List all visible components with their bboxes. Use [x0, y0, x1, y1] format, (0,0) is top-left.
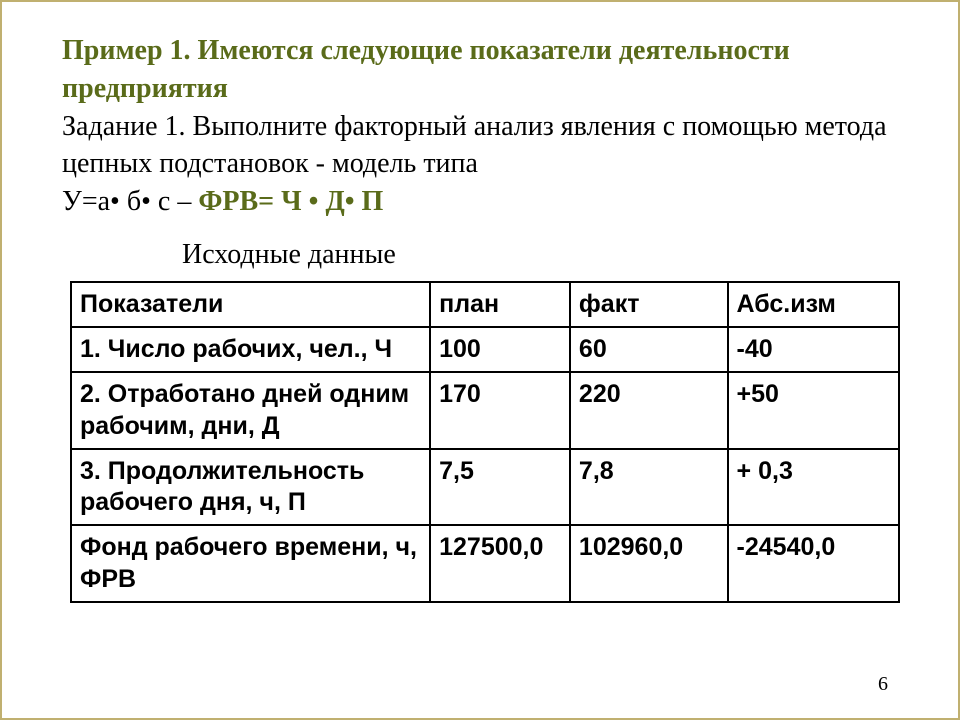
table-row: 2. Отработано дней одним рабочим, дни, Д… [71, 372, 899, 449]
data-table: Показатели план факт Абс.изм 1. Число ра… [70, 281, 900, 603]
heading-line2: Задание 1. Выполните факторный анализ яв… [62, 111, 887, 180]
page-number: 6 [878, 673, 888, 696]
cell: 102960,0 [570, 525, 728, 602]
cell: -40 [728, 327, 899, 372]
heading-block: Пример 1. Имеются следующие показатели д… [62, 32, 898, 221]
table-row: 1. Число рабочих, чел., Ч 100 60 -40 [71, 327, 899, 372]
slide-frame: Пример 1. Имеются следующие показатели д… [0, 0, 960, 720]
cell: 3. Продолжительность рабочего дня, ч, П [71, 449, 430, 526]
cell: Фонд рабочего времени, ч, ФРВ [71, 525, 430, 602]
cell: 100 [430, 327, 570, 372]
col-header-3: Абс.изм [728, 282, 899, 327]
cell: 170 [430, 372, 570, 449]
cell: 2. Отработано дней одним рабочим, дни, Д [71, 372, 430, 449]
col-header-1: план [430, 282, 570, 327]
col-header-0: Показатели [71, 282, 430, 327]
cell: + 0,3 [728, 449, 899, 526]
table-row: Фонд рабочего времени, ч, ФРВ 127500,0 1… [71, 525, 899, 602]
cell: 127500,0 [430, 525, 570, 602]
heading-line3a: У=а• б• с – [62, 186, 198, 217]
subtitle: Исходные данные [62, 239, 898, 271]
cell: -24540,0 [728, 525, 899, 602]
col-header-2: факт [570, 282, 728, 327]
cell: 7,8 [570, 449, 728, 526]
cell: 220 [570, 372, 728, 449]
heading-formula: ФРВ= Ч • Д• П [198, 186, 383, 217]
table-header-row: Показатели план факт Абс.изм [71, 282, 899, 327]
table-row: 3. Продолжительность рабочего дня, ч, П … [71, 449, 899, 526]
cell: 7,5 [430, 449, 570, 526]
cell: 1. Число рабочих, чел., Ч [71, 327, 430, 372]
heading-line1: Пример 1. Имеются следующие показатели д… [62, 35, 790, 104]
cell: 60 [570, 327, 728, 372]
cell: +50 [728, 372, 899, 449]
